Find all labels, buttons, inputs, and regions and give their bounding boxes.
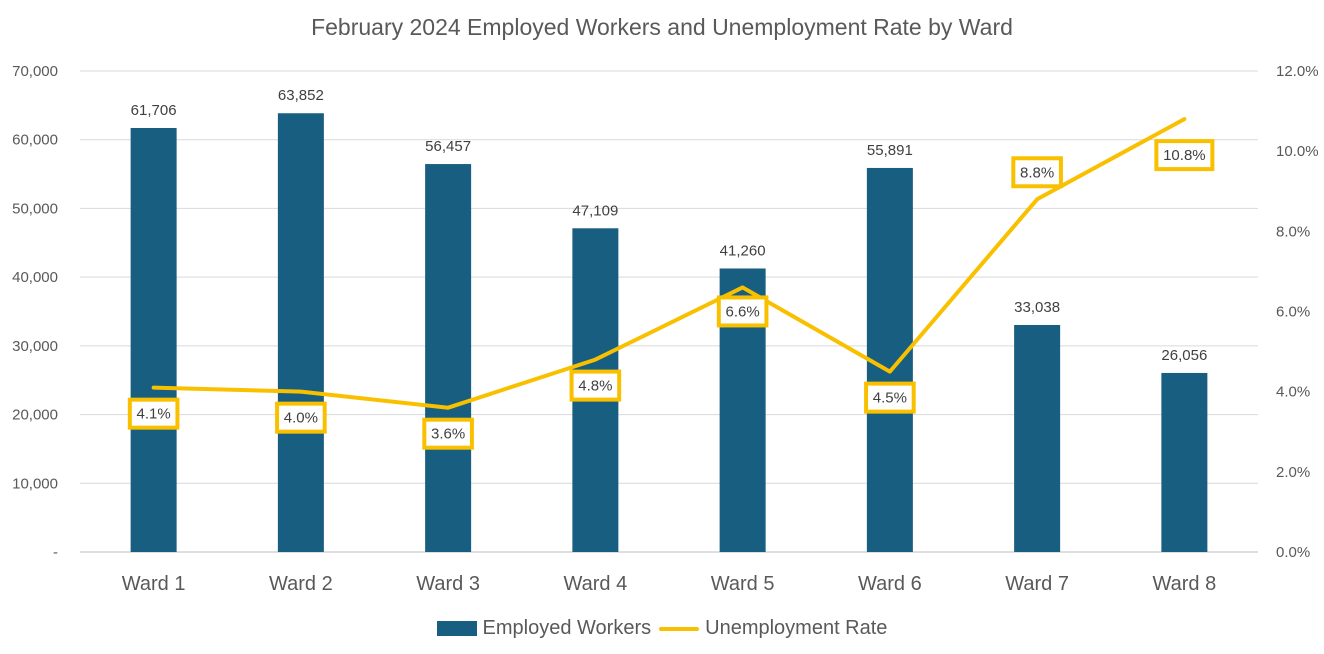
bar-employed-workers [866, 167, 913, 553]
x-tick-label: Ward 4 [564, 573, 628, 595]
bar-employed-workers [425, 164, 472, 552]
x-tick-label: Ward 2 [269, 573, 333, 595]
line-data-label: 4.1% [137, 406, 171, 423]
y-left-tick-label: - [53, 544, 58, 561]
line-data-label-box [569, 369, 622, 402]
line-data-label-box [864, 381, 916, 414]
line-data-label-box [422, 417, 474, 450]
bar-employed-workers [277, 113, 324, 552]
bar-data-label: 41,260 [720, 242, 766, 259]
y-right-tick-label: 12.0% [1276, 63, 1319, 80]
y-left-tick-label: 70,000 [12, 63, 58, 80]
line-data-label-box [275, 401, 327, 434]
x-tick-label: Ward 7 [1005, 573, 1069, 595]
bar-data-label: 55,891 [867, 142, 913, 159]
line-data-label-box [1154, 139, 1215, 172]
line-data-label: 10.8% [1163, 147, 1206, 164]
legend: Employed Workers Unemployment Rate [0, 617, 1324, 640]
x-tick-label: Ward 3 [416, 573, 480, 595]
bar-data-label: 61,706 [131, 102, 177, 119]
y-left-tick-label: 30,000 [12, 338, 58, 355]
line-data-label-box [1011, 156, 1063, 189]
legend-swatch-bar [436, 621, 477, 636]
bar-data-label: 26,056 [1161, 347, 1207, 364]
y-right-tick-label: 0.0% [1276, 544, 1310, 561]
legend-label-employed-workers: Employed Workers [482, 617, 652, 639]
y-right-tick-label: 6.0% [1276, 304, 1310, 321]
legend-item-employed-workers: Employed Workers [436, 617, 652, 640]
y-left-tick-label: 40,000 [12, 269, 58, 286]
bar-employed-workers [1161, 372, 1208, 552]
chart-title: February 2024 Employed Workers and Unemp… [311, 14, 1013, 40]
bar-data-label: 63,852 [278, 87, 324, 104]
legend-item-unemployment-rate: Unemployment Rate [659, 617, 887, 640]
line-data-label: 6.6% [726, 303, 760, 320]
line-unemployment-rate [151, 117, 1187, 410]
legend-label-unemployment-rate: Unemployment Rate [705, 617, 888, 639]
line-data-label: 4.0% [284, 410, 318, 427]
x-tick-label: Ward 5 [711, 573, 775, 595]
line-data-label: 8.8% [1020, 164, 1054, 181]
line-data-label: 4.8% [578, 378, 612, 395]
legend-swatch-line [659, 626, 700, 631]
y-left-tick-label: 60,000 [12, 132, 58, 149]
bar-employed-workers [1014, 324, 1061, 552]
line-data-label-box [127, 397, 180, 430]
x-tick-label: Ward 8 [1153, 573, 1217, 595]
x-tick-label: Ward 1 [122, 573, 186, 595]
y-left-tick-label: 10,000 [12, 475, 58, 492]
line-data-label: 3.6% [431, 426, 465, 443]
y-left-tick-label: 20,000 [12, 407, 58, 424]
bar-data-label: 56,457 [425, 138, 471, 155]
bar-data-label: 47,109 [572, 202, 618, 219]
y-right-tick-label: 2.0% [1276, 464, 1310, 481]
bar-employed-workers [130, 127, 177, 552]
line-data-label-box [716, 295, 769, 328]
y-right-tick-label: 8.0% [1276, 223, 1310, 240]
y-right-tick-label: 4.0% [1276, 384, 1310, 401]
y-right-tick-label: 10.0% [1276, 143, 1319, 160]
x-tick-label: Ward 6 [858, 573, 922, 595]
bar-data-label: 33,038 [1014, 299, 1060, 316]
line-data-label: 4.5% [873, 390, 907, 407]
y-left-tick-label: 50,000 [12, 200, 58, 217]
